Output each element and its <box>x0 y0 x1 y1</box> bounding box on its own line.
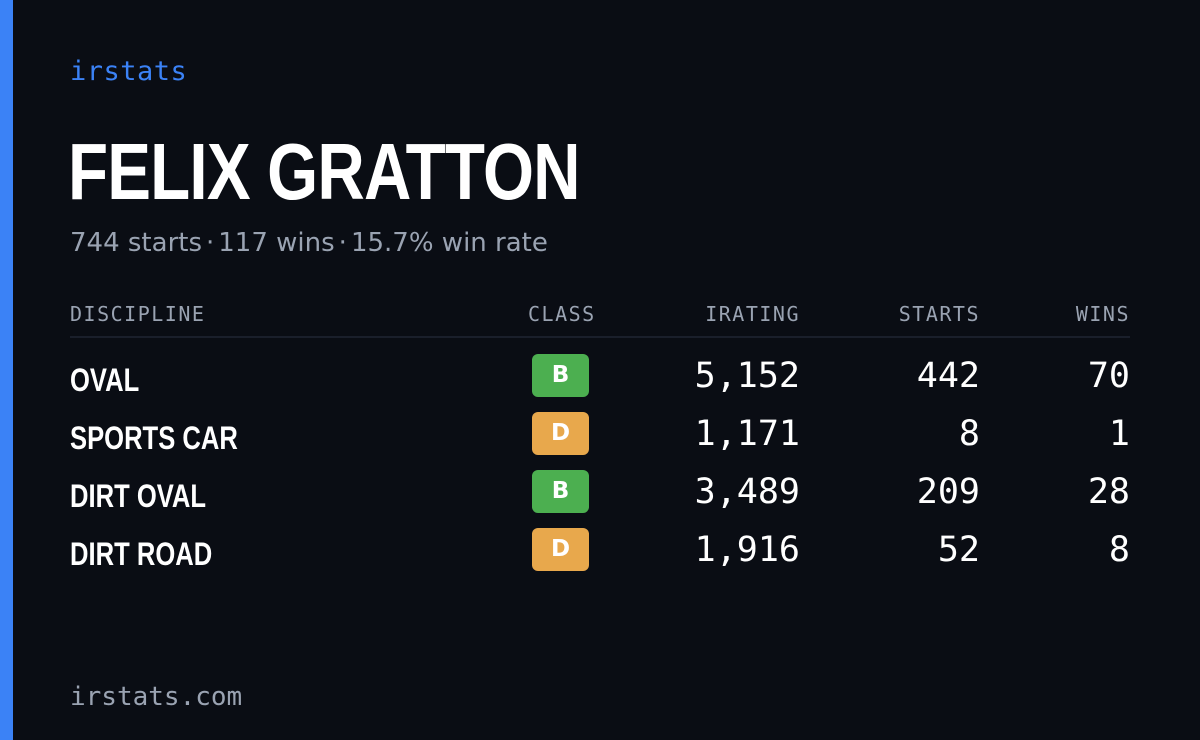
column-header-wins: WINS <box>1075 302 1130 326</box>
discipline-name: OVAL <box>70 362 140 398</box>
player-name: FELIX GRATTON <box>68 127 581 216</box>
table-row: DIRT OVAL B 3,489 209 28 <box>70 470 1130 528</box>
column-header-class: CLASS <box>528 302 596 326</box>
starts-value: 209 <box>916 472 980 512</box>
wins-count: 117 wins <box>218 228 335 258</box>
separator: · <box>338 228 347 258</box>
discipline-name: DIRT OVAL <box>70 478 207 514</box>
accent-bar <box>0 0 13 740</box>
stats-table: DISCIPLINE CLASS IRATING STARTS WINS OVA… <box>70 298 1130 586</box>
separator: · <box>206 228 215 258</box>
wins-value: 70 <box>1087 356 1130 396</box>
irating-value: 3,489 <box>694 472 800 512</box>
table-header: DISCIPLINE CLASS IRATING STARTS WINS <box>70 298 1130 338</box>
class-badge: D <box>532 412 589 455</box>
table-body: OVAL B 5,152 442 70 SPORTS CAR D 1,171 8… <box>70 338 1130 586</box>
wins-value: 1 <box>1108 414 1130 454</box>
table-row: DIRT ROAD D 1,916 52 8 <box>70 528 1130 586</box>
table-row: OVAL B 5,152 442 70 <box>70 354 1130 412</box>
class-badge: B <box>532 470 589 513</box>
column-header-discipline: DISCIPLINE <box>70 302 206 326</box>
player-summary: 744 starts · 117 wins · 15.7% win rate <box>70 228 548 258</box>
class-badge: B <box>532 354 589 397</box>
column-header-starts: STARTS <box>898 302 980 326</box>
starts-value: 8 <box>958 414 980 454</box>
irating-value: 1,171 <box>694 414 800 454</box>
win-rate: 15.7% win rate <box>350 228 548 258</box>
discipline-name: DIRT ROAD <box>70 536 213 572</box>
class-badge: D <box>532 528 589 571</box>
wins-value: 28 <box>1087 472 1130 512</box>
brand-logo: irstats <box>70 56 188 87</box>
irating-value: 5,152 <box>694 356 800 396</box>
column-header-irating: IRATING <box>705 302 800 326</box>
starts-count: 744 starts <box>70 228 202 258</box>
footer-url: irstats.com <box>70 682 243 712</box>
starts-value: 52 <box>937 530 980 570</box>
starts-value: 442 <box>916 356 980 396</box>
discipline-name: SPORTS CAR <box>70 420 238 456</box>
irating-value: 1,916 <box>694 530 800 570</box>
wins-value: 8 <box>1108 530 1130 570</box>
table-row: SPORTS CAR D 1,171 8 1 <box>70 412 1130 470</box>
